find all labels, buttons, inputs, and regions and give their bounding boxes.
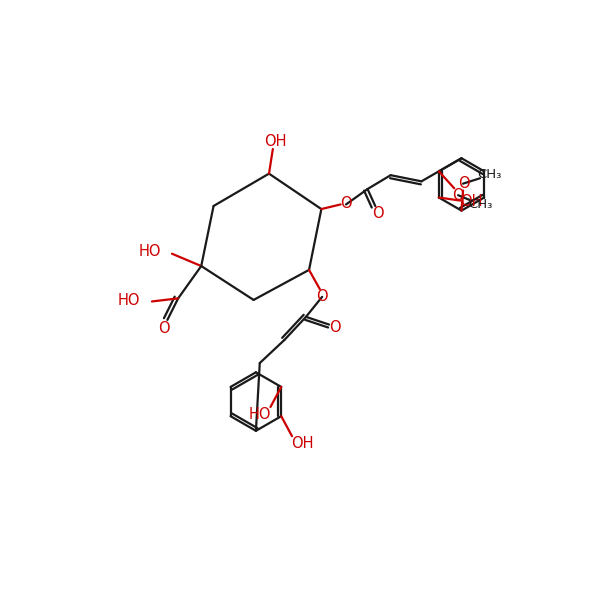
Text: O: O: [329, 320, 341, 335]
Text: O: O: [373, 206, 384, 221]
Text: OH: OH: [292, 436, 314, 451]
Text: O: O: [458, 176, 470, 191]
Text: HO: HO: [248, 407, 271, 422]
Text: O: O: [340, 196, 352, 211]
Text: O: O: [158, 321, 170, 336]
Text: HO: HO: [139, 244, 161, 259]
Text: OH: OH: [460, 194, 482, 209]
Text: CH₃: CH₃: [468, 198, 493, 211]
Text: OH: OH: [264, 134, 286, 149]
Text: HO: HO: [117, 293, 140, 308]
Text: CH₃: CH₃: [477, 168, 502, 181]
Text: O: O: [316, 289, 328, 304]
Text: O: O: [452, 188, 464, 203]
